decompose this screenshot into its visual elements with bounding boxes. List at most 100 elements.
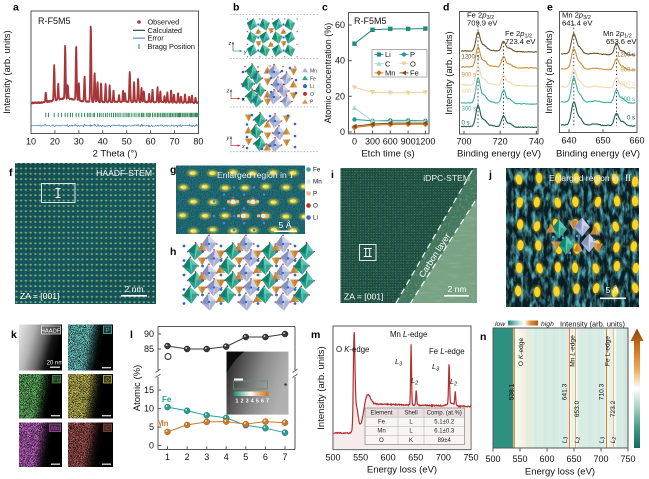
svg-text:600 s: 600 s [620, 82, 635, 88]
svg-text:Comp. (at.%): Comp. (at.%) [427, 410, 462, 416]
svg-text:L3: L3 [599, 437, 607, 444]
svg-text:Calculated: Calculated [148, 26, 182, 35]
svg-text:L2: L2 [411, 376, 418, 387]
svg-text:k: k [11, 329, 17, 341]
svg-text:50: 50 [122, 137, 132, 147]
svg-text:ZA = [001]: ZA = [001] [344, 292, 383, 302]
svg-text:700: 700 [593, 454, 608, 464]
svg-text:z: z [226, 89, 230, 95]
svg-text:40: 40 [98, 137, 108, 147]
svg-text:2: 2 [241, 399, 244, 405]
svg-text:K: K [409, 438, 413, 444]
svg-text:60: 60 [146, 137, 156, 147]
svg-text:650: 650 [408, 453, 423, 463]
svg-text:2 nm: 2 nm [124, 284, 143, 294]
svg-text:Mn 2p1/2: Mn 2p1/2 [603, 29, 632, 40]
svg-text:Observed: Observed [148, 18, 180, 27]
svg-text:710.3: 710.3 [599, 383, 606, 400]
svg-text:Enlarged region in: Enlarged region in [217, 170, 287, 180]
svg-text:O K-edge: O K-edge [336, 345, 369, 354]
svg-text:300: 300 [365, 137, 380, 147]
svg-text:900 s: 900 s [620, 68, 635, 74]
svg-text:640: 640 [561, 136, 576, 146]
svg-text:20 nm: 20 nm [47, 361, 64, 367]
svg-text:Mn: Mn [51, 426, 59, 432]
svg-text:641.4 eV: 641.4 eV [562, 19, 593, 28]
svg-text:653.0: 653.0 [574, 400, 581, 417]
svg-text:Li: Li [385, 50, 391, 59]
svg-text:4: 4 [251, 399, 254, 405]
svg-text:C: C [385, 59, 391, 68]
svg-text:O K-edge: O K-edge [518, 338, 525, 367]
svg-text:O: O [105, 378, 110, 384]
svg-text:d: d [443, 2, 449, 14]
svg-text:e: e [547, 2, 553, 14]
svg-text:Shell: Shell [404, 410, 417, 416]
svg-text:650: 650 [595, 136, 610, 146]
svg-text:6: 6 [263, 452, 268, 462]
svg-text:900: 900 [401, 137, 416, 147]
svg-text:P: P [310, 100, 314, 106]
svg-text:15: 15 [144, 385, 154, 395]
svg-text:641.3: 641.3 [562, 383, 569, 400]
svg-text:709.9 eV: 709.9 eV [467, 19, 498, 28]
svg-text:1: 1 [236, 399, 239, 405]
svg-text:300 s: 300 s [462, 107, 477, 113]
svg-text:Mn: Mn [310, 69, 317, 75]
svg-text:5: 5 [149, 422, 154, 432]
svg-text:l: l [130, 329, 133, 341]
svg-text:0: 0 [149, 441, 154, 451]
svg-text:538.1: 538.1 [509, 383, 516, 400]
svg-text:4: 4 [224, 452, 229, 462]
svg-text:Bragg Position: Bragg Position [148, 42, 195, 51]
svg-text:Fe 2p1/2: Fe 2p1/2 [505, 29, 532, 40]
svg-text:z: z [228, 41, 232, 47]
svg-text:low: low [495, 321, 506, 328]
svg-text:Atomic concentration (%): Atomic concentration (%) [323, 23, 333, 124]
svg-text:5: 5 [256, 399, 259, 405]
svg-text:Intensity (arb. units): Intensity (arb. units) [560, 320, 625, 329]
svg-text:P: P [410, 50, 415, 59]
svg-text:Mn L-edge: Mn L-edge [390, 330, 427, 339]
svg-text:40: 40 [335, 56, 345, 66]
svg-text:HAADF-STEM: HAADF-STEM [96, 168, 152, 178]
svg-text:Binding energy (eV): Binding energy (eV) [556, 149, 640, 160]
svg-text:HAADF: HAADF [41, 329, 61, 335]
svg-text:80: 80 [193, 137, 203, 147]
svg-text:650: 650 [566, 454, 581, 464]
svg-text:Fe 2p3/2: Fe 2p3/2 [467, 11, 494, 22]
svg-text:Fe: Fe [162, 395, 172, 404]
svg-text:iDPC-STEM: iDPC-STEM [423, 173, 470, 183]
svg-text:2 nm: 2 nm [447, 284, 466, 294]
svg-text:P: P [313, 191, 317, 198]
svg-text:900 s: 900 s [462, 73, 477, 79]
svg-text:x: x [241, 97, 245, 103]
svg-text:Fe: Fe [53, 378, 60, 384]
svg-text:x: x [241, 144, 245, 150]
svg-text:1: 1 [165, 452, 170, 462]
svg-text:20: 20 [50, 137, 60, 147]
svg-text:i: i [331, 169, 334, 181]
svg-text:O: O [379, 438, 384, 444]
svg-text:II: II [625, 173, 631, 183]
svg-text:L2: L2 [450, 377, 457, 388]
svg-text:R-F5M5: R-F5M5 [38, 16, 71, 26]
svg-text:high: high [541, 321, 554, 328]
svg-text:30: 30 [74, 137, 84, 147]
svg-text:Intensity (arb. units): Intensity (arb. units) [316, 346, 327, 429]
svg-text:740: 740 [529, 137, 544, 147]
svg-text:Enlarged region in: Enlarged region in [549, 173, 619, 183]
svg-text:6.1±0.3: 6.1±0.3 [434, 429, 455, 435]
svg-text:Etch time (s): Etch time (s) [361, 149, 414, 160]
svg-text:7: 7 [282, 452, 287, 462]
svg-text:h: h [170, 246, 176, 258]
svg-text:L: L [409, 429, 413, 435]
svg-text:Intensity (arb. units): Intensity (arb. units) [444, 31, 455, 114]
svg-text:Li: Li [313, 215, 318, 222]
svg-text:1200 s: 1200 s [617, 53, 635, 59]
svg-text:C: C [105, 426, 109, 432]
svg-text:0: 0 [352, 137, 357, 147]
svg-text:Mn: Mn [377, 429, 385, 435]
svg-text:3: 3 [204, 452, 209, 462]
svg-text:L2: L2 [574, 437, 582, 444]
